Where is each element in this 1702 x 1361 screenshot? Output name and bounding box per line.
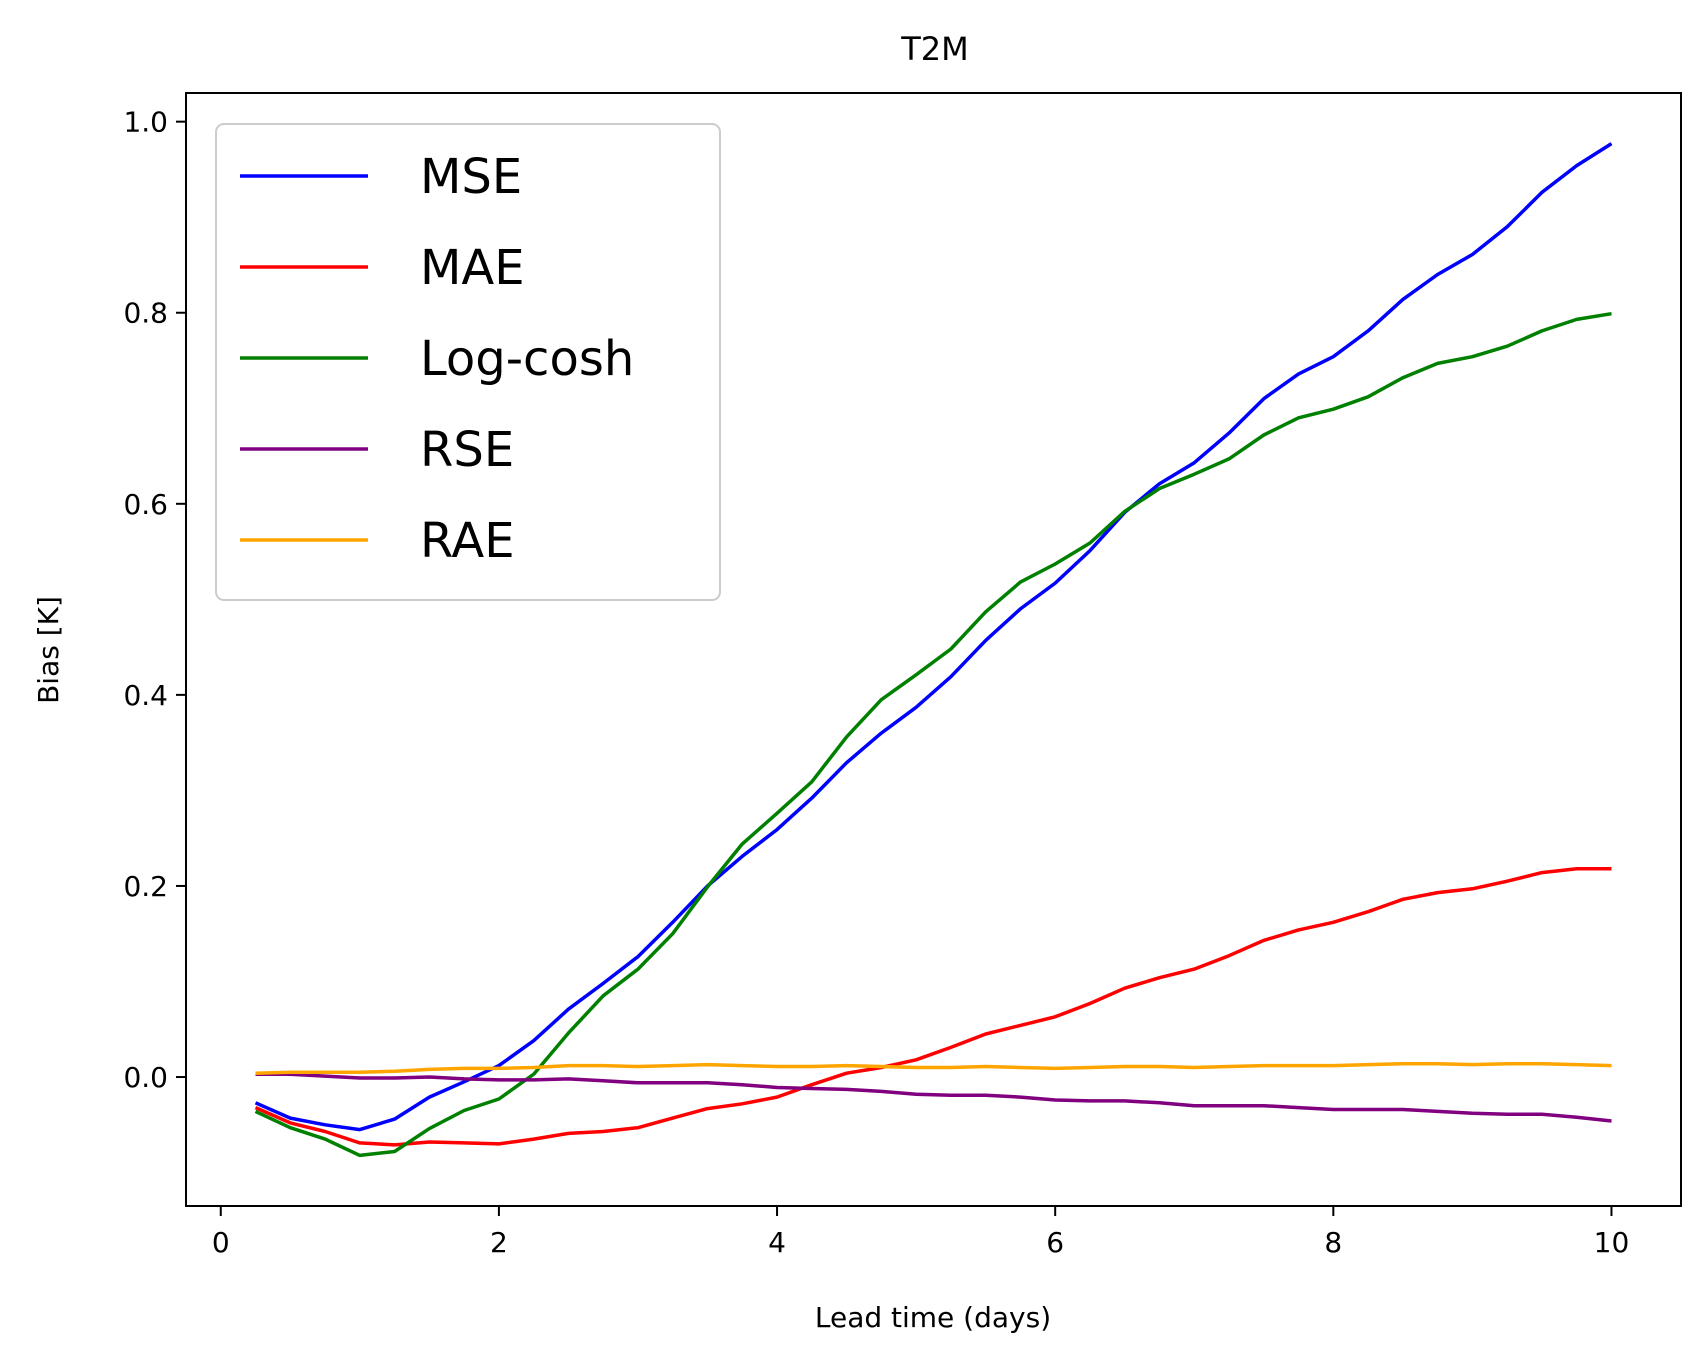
series-line-rae	[255, 1061, 1612, 1075]
x-tick-label: 10	[1594, 1226, 1630, 1259]
series-line-log-cosh	[254, 311, 1612, 1158]
legend: MSE MAE Log-cosh RSE RAE	[215, 123, 721, 601]
x-tick-label: 8	[1324, 1226, 1342, 1259]
y-tick-label: 0.0	[123, 1061, 168, 1094]
legend-items: MSE MAE Log-cosh RSE RAE	[240, 149, 634, 569]
y-tick-label: 0.4	[123, 679, 168, 712]
legend-label-mae: MAE	[420, 240, 525, 296]
legend-label-log-cosh: Log-cosh	[420, 331, 634, 387]
y-axis-label: Bias [K]	[32, 596, 65, 704]
series-line-mse	[254, 142, 1613, 1132]
x-axis-label: Lead time (days)	[815, 1301, 1051, 1334]
plot-frame	[185, 92, 1682, 1207]
legend-label-mse: MSE	[420, 149, 522, 205]
y-tick-label: 0.6	[123, 488, 168, 521]
series-layer	[254, 142, 1613, 1158]
x-tick-label: 0	[212, 1226, 230, 1259]
legend-box	[215, 123, 721, 601]
legend-label-rae: RAE	[420, 513, 515, 569]
x-tick-label: 6	[1046, 1226, 1064, 1259]
y-tick-label: 0.2	[123, 870, 168, 903]
y-tick-label: 0.8	[123, 297, 168, 330]
series-line-rse	[255, 1072, 1612, 1123]
x-axis: 0 2 4 6 8 10	[212, 1206, 1629, 1259]
series-line-mae	[254, 867, 1612, 1147]
y-axis: 0.0 0.2 0.4 0.6 0.8 1.0	[123, 106, 186, 1094]
chart-title: T2M	[900, 30, 969, 68]
x-tick-label: 4	[768, 1226, 786, 1259]
legend-label-rse: RSE	[420, 422, 514, 478]
y-tick-label: 1.0	[123, 106, 168, 139]
x-tick-label: 2	[490, 1226, 508, 1259]
